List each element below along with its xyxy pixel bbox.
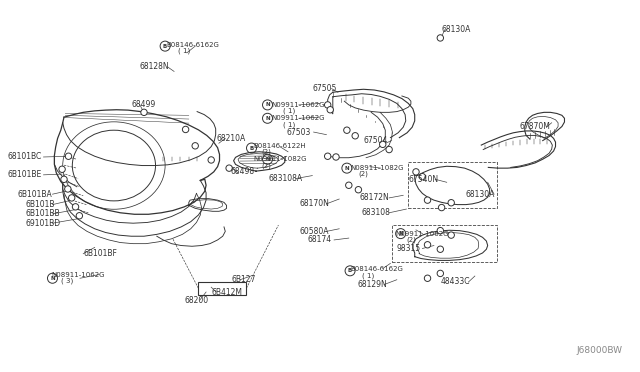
Circle shape — [182, 126, 189, 133]
Circle shape — [226, 165, 232, 171]
Text: 68210A: 68210A — [216, 134, 246, 143]
Text: 68499: 68499 — [131, 100, 156, 109]
Circle shape — [59, 166, 65, 173]
Text: N: N — [50, 276, 55, 281]
Circle shape — [438, 204, 445, 211]
Text: 68130A: 68130A — [466, 190, 495, 199]
Text: 60580A: 60580A — [300, 227, 329, 236]
Circle shape — [72, 203, 79, 210]
Circle shape — [208, 157, 214, 163]
Text: 68170N: 68170N — [300, 199, 330, 208]
Text: N09911-1082G: N09911-1082G — [253, 156, 307, 162]
Circle shape — [65, 153, 72, 160]
Text: 98315: 98315 — [397, 244, 421, 253]
Circle shape — [413, 169, 419, 175]
Circle shape — [352, 132, 358, 139]
Circle shape — [324, 102, 331, 108]
Text: 68130A: 68130A — [442, 25, 471, 34]
Text: ( 1): ( 1) — [178, 48, 190, 54]
Text: 67504: 67504 — [364, 136, 388, 145]
Text: N09911-1062G: N09911-1062G — [396, 231, 449, 237]
Circle shape — [448, 199, 454, 206]
Circle shape — [141, 109, 147, 116]
Bar — [408, 162, 497, 208]
Text: 6B101BA: 6B101BA — [18, 190, 52, 199]
Text: B: B — [163, 44, 167, 49]
Circle shape — [437, 227, 444, 234]
Text: 683108A: 683108A — [269, 174, 303, 183]
Circle shape — [346, 182, 352, 189]
Text: 68129N: 68129N — [357, 280, 387, 289]
Text: N: N — [265, 157, 270, 162]
Circle shape — [437, 246, 444, 253]
Text: 67503: 67503 — [287, 128, 311, 137]
Circle shape — [424, 241, 431, 248]
Text: B08146-6122H: B08146-6122H — [253, 143, 306, 149]
Text: 48433C: 48433C — [440, 278, 470, 286]
Text: N09911-1062G: N09911-1062G — [271, 115, 325, 121]
Text: ( 1): ( 1) — [362, 272, 374, 279]
Text: J68000BW: J68000BW — [576, 346, 622, 355]
Text: B: B — [348, 268, 352, 273]
Text: 68498: 68498 — [230, 167, 255, 176]
Text: N08911-1062G: N08911-1062G — [51, 272, 105, 278]
Text: 67505: 67505 — [312, 84, 337, 93]
Text: N: N — [265, 116, 270, 121]
Circle shape — [344, 127, 350, 134]
Text: ( 1): ( 1) — [283, 108, 295, 114]
Text: 69101BD: 69101BD — [26, 219, 61, 228]
Text: 67540N: 67540N — [408, 175, 438, 184]
Circle shape — [192, 142, 198, 149]
Circle shape — [424, 275, 431, 282]
Circle shape — [419, 173, 426, 180]
Circle shape — [437, 35, 444, 41]
Text: 68101BC: 68101BC — [8, 153, 42, 161]
Text: 6B127: 6B127 — [232, 275, 256, 284]
Circle shape — [333, 154, 339, 160]
Circle shape — [76, 212, 83, 219]
Circle shape — [424, 197, 431, 203]
Text: (2): (2) — [261, 162, 271, 169]
Circle shape — [61, 176, 67, 183]
Bar — [198, 282, 246, 295]
Text: 68128N: 68128N — [140, 62, 169, 71]
Text: 6B412M: 6B412M — [211, 288, 242, 296]
Circle shape — [380, 141, 386, 148]
Text: (2): (2) — [406, 237, 416, 243]
Text: N: N — [344, 166, 349, 171]
Circle shape — [324, 153, 331, 160]
Text: 67870M: 67870M — [520, 122, 550, 131]
Text: N09911-1062G: N09911-1062G — [271, 102, 325, 108]
Circle shape — [68, 195, 75, 201]
Circle shape — [65, 186, 71, 192]
Circle shape — [437, 270, 444, 277]
Text: N: N — [398, 231, 403, 236]
Text: N08911-1082G: N08911-1082G — [351, 165, 404, 171]
Text: (2): (2) — [358, 171, 368, 177]
Text: ( 1): ( 1) — [283, 121, 295, 128]
Text: 683108: 683108 — [362, 208, 390, 217]
Text: N: N — [265, 102, 270, 108]
Text: 68200: 68200 — [184, 296, 209, 305]
Circle shape — [355, 186, 362, 193]
Text: 6B101BE: 6B101BE — [8, 170, 42, 179]
Text: B08146-6162G: B08146-6162G — [351, 266, 404, 272]
Circle shape — [386, 146, 392, 153]
Text: ( 3): ( 3) — [61, 278, 73, 284]
Text: 6B101BB: 6B101BB — [26, 209, 60, 218]
Text: B: B — [250, 145, 253, 151]
Text: 68172N: 68172N — [360, 193, 389, 202]
Circle shape — [448, 232, 454, 238]
Text: 68174: 68174 — [307, 235, 332, 244]
Circle shape — [327, 106, 333, 113]
Text: (2): (2) — [261, 148, 271, 155]
Text: 6B101BF: 6B101BF — [83, 249, 117, 258]
Text: 6B101B: 6B101B — [26, 200, 55, 209]
Bar — [392, 225, 497, 262]
Text: B08146-6162G: B08146-6162G — [166, 42, 220, 48]
